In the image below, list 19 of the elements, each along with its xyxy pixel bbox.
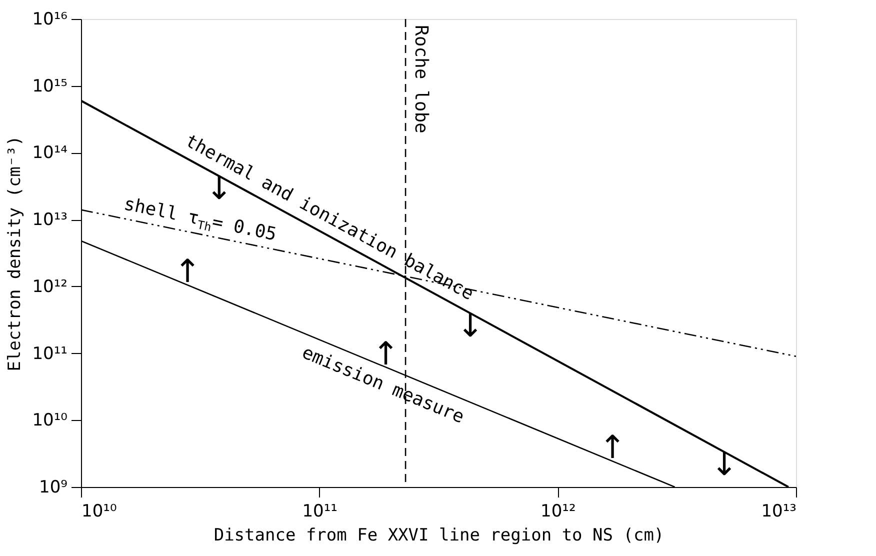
y-tick-label: 10¹² <box>32 276 68 297</box>
x-tick-label: 10¹² <box>540 502 576 522</box>
x-tick-label: 10¹⁰ <box>82 502 117 522</box>
ref-line-label: Roche lobe <box>410 25 432 134</box>
annotation: ↑ <box>174 252 201 290</box>
x-axis-title: Distance from Fe XXVI line region to NS (cm) <box>214 526 664 546</box>
y-tick-label: 10¹⁵ <box>32 76 68 96</box>
y-tick-label: 10⁹ <box>39 478 68 498</box>
y-tick-label: 10¹¹ <box>32 344 68 364</box>
y-tick-label: 10¹⁴ <box>32 143 68 164</box>
x-tick-label: 10¹³ <box>761 502 796 522</box>
annotation: ↑ <box>599 428 626 466</box>
y-axis-title: Electron density (cm⁻³) <box>5 136 26 372</box>
annotation: ↓ <box>710 445 738 484</box>
y-tick-label: 10¹³ <box>32 210 68 230</box>
annotation: ↓ <box>456 306 484 344</box>
x-tick-label: 10¹¹ <box>302 502 338 522</box>
y-tick-label: 10¹⁰ <box>32 410 68 431</box>
y-tick-label: 10¹⁶ <box>32 10 68 30</box>
